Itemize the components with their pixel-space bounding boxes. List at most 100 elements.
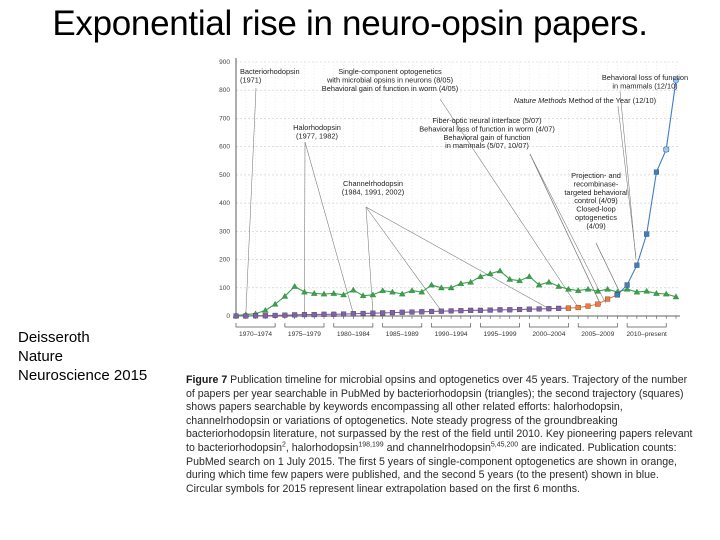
series-4-point-0 [663,146,670,153]
chart-annotations: Bacteriorhodopsin (1971) Single-component … [240,67,688,230]
annotation-6-line-6: (4/09) [586,221,605,230]
x-tick-label-1: 1975–1979 [288,331,321,338]
series-1-point-23 [458,308,464,314]
annotation-5-line-1: (1977, 1982) [296,131,338,140]
series-1-point-2 [253,313,259,319]
annotation-4-line-0: Fiber-optic neural interface (5/07) [432,116,541,125]
annotation-2-line-0: Behavioral loss of function [602,73,688,82]
series-0-point-5 [281,292,289,299]
series-1-point-25 [477,307,483,313]
series-0-point-8 [310,290,318,296]
annotation-0-line-1: (1971) [240,75,261,84]
chart-axes: 0 100 200 300 400 500 600 700 800 900 1970–1974 197… [219,58,680,338]
y-tick-label-1: 100 [219,285,230,292]
y-tick-label-6: 600 [219,144,230,151]
caption-ref-3: 5,45,200 [490,441,519,449]
annotation-6-line-5: optogenetics [575,213,617,222]
series-0-point-38 [604,285,611,292]
annotation-1: Single-component optogenetics with microb… [322,67,458,93]
series-1-point-4 [272,312,278,318]
series-0-point-10 [330,290,338,296]
annotation-4-line-2: Behavioral gain of function [443,133,530,142]
series-1-point-29 [517,306,523,313]
series-0-point-21 [438,284,445,291]
annotation-5-line-0: Halorhodopsin [293,123,341,132]
series-1-point-32 [546,306,552,312]
citation-journal: Nature [18,348,64,365]
series-0-point-17 [398,290,406,297]
series-0-point-31 [535,281,543,288]
series-0-point-19 [418,288,426,295]
series-0-point-36 [584,285,592,292]
leader-line-7 [365,206,442,312]
x-tick-label-0: 1970–1974 [239,331,272,338]
x-period-bracket-1 [284,323,325,328]
series-1-point-8 [311,312,317,318]
annotation-3-italic: Nature Methods [514,96,567,105]
y-tick-label-7: 700 [219,115,230,122]
series-0-point-33 [555,283,562,289]
series-0-point-30 [526,273,533,279]
series-0-point-11 [340,291,347,298]
annotation-5: Halorhodopsin (1977, 1982) [293,123,341,140]
series-1-point-27 [497,307,503,313]
leader-line-extra-5 [529,153,606,304]
annotation-6-line-0: Projection- and [571,171,621,180]
annotation-6: Projection- and recombinase-targeted beha… [564,171,628,230]
x-tick-label-5: 1995–1999 [483,331,516,338]
series-0-point-15 [379,287,386,293]
caption-text-3: and channelrhodopsin [383,441,491,454]
series-0-point-26 [486,270,494,277]
series-3-point-4 [653,169,659,175]
series-2-point-3 [595,301,601,307]
series-1-point-33 [556,305,562,311]
annotation-4-line-1: Behavioral loss of function in worm (4/0… [419,124,555,133]
series-0-point-24 [467,278,474,285]
leader-line-2 [619,90,637,260]
annotation-2: Behavioral loss of function in mammals (1… [602,73,688,90]
series-0-point-27 [496,267,504,274]
caption-text-1: Publication timeline for microbial opsin… [186,374,693,454]
series-1-point-21 [438,308,444,314]
series-1-point-6 [292,312,298,318]
series-1-point-30 [526,306,532,312]
series-2-point-4 [605,296,611,302]
series-0-point-16 [389,288,396,295]
leader-line-extra-4 [595,242,621,294]
series-3-point-1 [624,282,630,288]
annotation-leader-lines [245,87,637,316]
series-0-point-44 [662,290,670,297]
caption-label: Figure 7 [186,374,228,386]
series-0-point-4 [271,300,279,307]
y-tick-label-9: 900 [219,59,230,66]
series-0-point-14 [369,291,377,298]
series-1-point-10 [331,311,337,317]
annotation-3-line-0: Nature Methods Method of the Year (12/10… [514,96,656,105]
annotation-6-line-2: targeted behavioral [564,188,628,197]
series-3-point-2 [634,262,640,268]
chart-series [232,77,680,319]
series-1-point-20 [429,308,435,315]
caption-text-4: are indicated. Publication counts: PubMe… [186,441,677,495]
series-0-point-3 [262,307,269,313]
series-1-point-26 [487,307,493,313]
series-0-point-42 [643,287,650,294]
series-0-point-45 [672,293,680,300]
citation: Deisseroth Nature Neuroscience 2015 [18,328,147,385]
y-tick-label-4: 400 [219,200,230,207]
series-4-point-1 [672,77,680,84]
annotation-3-rest: Method of the Year (12/10) [567,96,657,105]
figure-caption: Figure 7 Publication timeline for microb… [186,374,696,496]
annotation-7: Channelrhodopsin (1984, 1991, 2002) [342,179,404,196]
series-line-4 [665,80,677,150]
series-1-point-31 [536,306,542,312]
annotation-1-line-0: Single-component optogenetics [338,67,442,76]
series-0-point-34 [565,285,572,292]
x-period-bracket-5 [480,323,520,328]
series-2-point-2 [585,303,591,309]
series-1-point-19 [419,309,425,315]
y-tick-label-5: 500 [219,172,230,179]
annotation-4: Fiber-optic neural interface (5/07) Behav… [419,116,555,150]
annotation-0-line-0: Bacteriorhodopsin [240,67,300,76]
series-0-point-12 [350,286,357,293]
